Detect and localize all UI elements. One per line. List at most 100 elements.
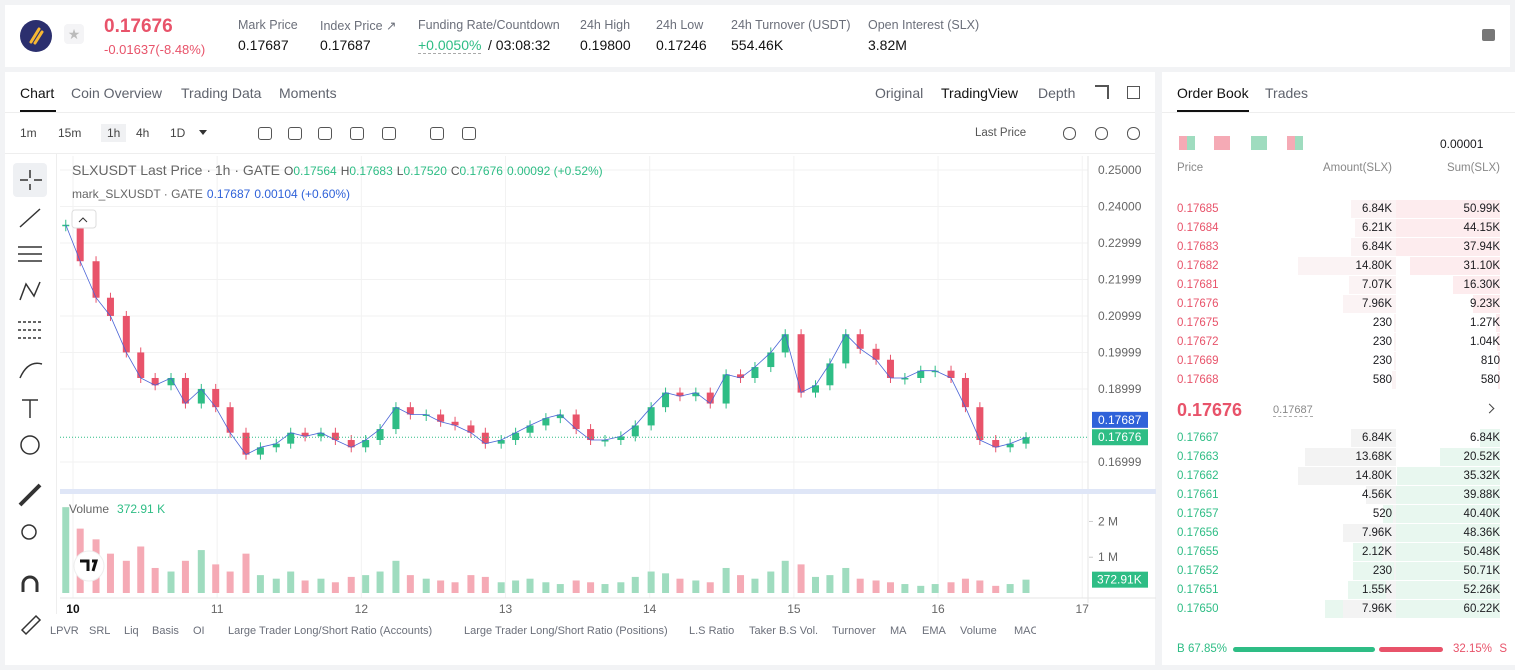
amount-bar (1394, 352, 1396, 370)
ob-tab[interactable]: Order Book (1177, 85, 1249, 101)
interval[interactable]: 1D (170, 126, 186, 140)
tool-magnet[interactable] (21, 575, 39, 592)
precision[interactable]: 0.00001 (1440, 137, 1484, 151)
ob-mode[interactable] (1287, 136, 1303, 150)
tool-ruler[interactable] (18, 483, 42, 507)
chart-tab[interactable]: Trading Data (181, 85, 262, 101)
ob-mode[interactable] (1179, 136, 1195, 150)
ob-cell: 230 (1372, 336, 1392, 348)
chart-tab[interactable]: Coin Overview (71, 85, 163, 101)
ob-tab[interactable]: Trades (1265, 85, 1309, 101)
settings-icon[interactable] (1063, 127, 1076, 140)
coin-logo (20, 20, 52, 52)
chart-tool[interactable] (350, 127, 364, 140)
ob-cell: 230 (1372, 355, 1392, 367)
tool-cursor[interactable] (13, 163, 47, 197)
indicator[interactable]: Volume (960, 625, 997, 637)
ob-cell: 7.96K (1361, 603, 1392, 615)
ob-price: 0.17681 (1177, 279, 1219, 291)
ob-column: Amount(SLX) (1322, 162, 1392, 174)
chart-tab[interactable]: Chart (20, 85, 55, 101)
depth-bar (1384, 486, 1500, 504)
stat-label: Open Interest (SLX) (868, 18, 980, 32)
ob-cell: 50.71K (1463, 565, 1500, 577)
sell-ratio (1379, 647, 1443, 652)
chart-tool[interactable] (462, 127, 476, 140)
tool-pattern[interactable] (19, 281, 41, 301)
ob-cell: 580 (1480, 374, 1500, 386)
amount-bar (1385, 581, 1396, 599)
indicator[interactable]: L.S Ratio (689, 625, 735, 637)
favorite-star[interactable]: ★ (64, 24, 84, 44)
view-tab[interactable]: Depth (1038, 85, 1076, 101)
indicator[interactable]: Large Trader Long/Short Ratio (Accounts) (228, 625, 433, 637)
indicator[interactable]: MA (890, 625, 907, 637)
settings-icon[interactable] (1095, 127, 1108, 140)
tool-emoji[interactable] (20, 435, 40, 455)
chart-tool[interactable] (258, 127, 272, 140)
amount-bar (1350, 429, 1396, 447)
ob-mode[interactable] (1214, 136, 1230, 150)
ob-price: 0.17661 (1177, 489, 1219, 501)
indicator[interactable]: Large Trader Long/Short Ratio (Positions… (464, 625, 668, 637)
depth-bar (1480, 429, 1500, 447)
chart-tool[interactable] (382, 127, 396, 140)
indicator[interactable]: Taker B.S Vol. (749, 625, 819, 637)
chart-tool[interactable] (430, 127, 444, 140)
tool-zoom[interactable] (21, 524, 37, 540)
ob-cell: 35.32K (1463, 470, 1500, 482)
stat-value: 0.17687 (238, 37, 289, 53)
stat-label: Mark Price (238, 18, 298, 32)
ob-price: 0.17685 (1177, 203, 1219, 215)
layout-icon[interactable] (1482, 29, 1495, 41)
ob-cell: 31.10K (1463, 260, 1500, 272)
tool-brush[interactable] (19, 362, 43, 379)
amount-bar (1297, 467, 1396, 485)
ob-mode[interactable] (1251, 136, 1267, 150)
settings-icon[interactable] (1127, 127, 1140, 140)
chart-tool[interactable] (318, 127, 332, 140)
chart-tab[interactable]: Moments (279, 85, 337, 101)
drawing-tools (13, 163, 47, 636)
ob-cell: 230 (1372, 317, 1392, 329)
depth-bar (1497, 352, 1500, 370)
ob-cell: 6.84K (1469, 432, 1500, 444)
window[interactable] (1127, 86, 1140, 99)
interval[interactable]: 4h (136, 126, 150, 140)
indicator[interactable]: Basis (152, 625, 179, 637)
drawing-bar-edge (56, 154, 57, 614)
fullscreen[interactable] (1095, 85, 1109, 99)
price-source[interactable]: Last Price (975, 127, 1027, 139)
ob-price: 0.17676 (1177, 298, 1219, 310)
view-tab[interactable]: Original (875, 85, 924, 101)
tool-pencil[interactable] (20, 614, 42, 636)
amount-bar (1297, 257, 1396, 275)
amount-bar (1392, 505, 1396, 523)
indicator[interactable]: EMA (922, 625, 946, 637)
tool-channel[interactable] (18, 246, 42, 262)
ob-cell: 14.80K (1355, 470, 1392, 482)
interval[interactable]: 1h (101, 124, 127, 142)
indicator[interactable]: Liq (124, 625, 139, 637)
divider (1162, 112, 1515, 113)
indicator[interactable]: MACD (1014, 625, 1036, 637)
dropdown[interactable] (199, 130, 207, 139)
indicator[interactable]: LPVR (50, 625, 79, 637)
tool-line[interactable] (19, 208, 41, 228)
depth-bar (1496, 333, 1500, 351)
indicator[interactable]: OI (193, 625, 205, 637)
amount-bar (1349, 276, 1396, 294)
chart-tool[interactable] (288, 127, 302, 140)
view-tab[interactable]: TradingView (941, 85, 1019, 101)
depth-bar (1389, 238, 1500, 256)
interval[interactable]: 15m (58, 126, 82, 140)
tool-fib[interactable] (18, 321, 42, 339)
depth-bar (1352, 562, 1500, 580)
header (5, 5, 1510, 67)
indicator[interactable]: SRL (89, 625, 111, 637)
indicator[interactable]: Turnover (832, 625, 876, 637)
ob-price: 0.17683 (1177, 241, 1219, 253)
buy-pct: 67.85% (1188, 643, 1228, 655)
tool-text[interactable] (22, 399, 38, 418)
interval[interactable]: 1m (20, 126, 37, 140)
